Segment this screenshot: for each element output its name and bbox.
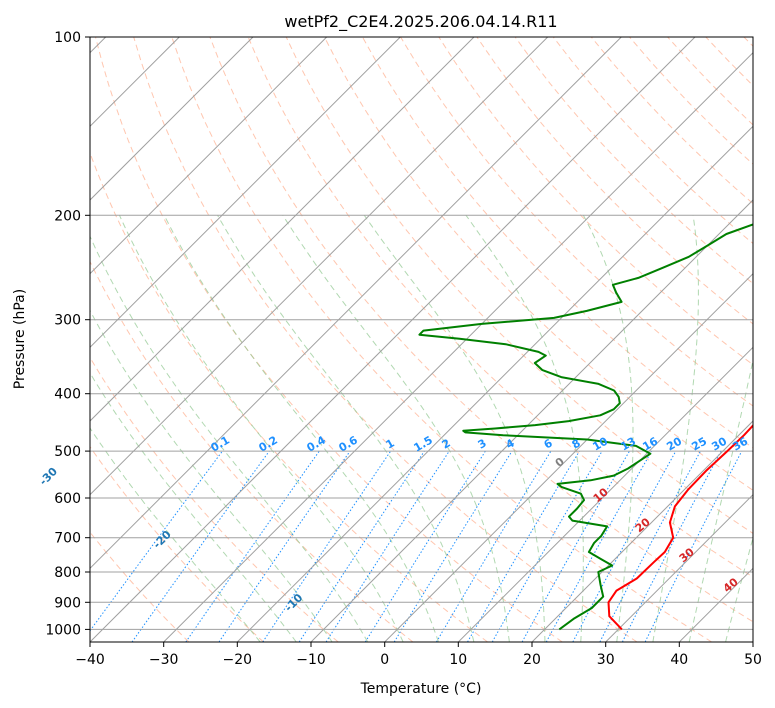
dry-adiabat-line (90, 260, 414, 642)
y-tick-label: 600 (54, 491, 81, 507)
mixing-ratio-line (545, 450, 653, 642)
y-tick-label: 800 (54, 565, 81, 581)
isotherm-line (90, 37, 254, 201)
mixing-ratio-line (262, 450, 392, 642)
x-tick-label: 10 (449, 652, 467, 668)
isotherm-line (90, 37, 622, 570)
mixing-ratio-line (325, 450, 450, 642)
moist-adiabat-line (363, 215, 546, 642)
isotherm-line (605, 493, 753, 642)
plot-frame (89, 36, 754, 643)
mixing-ratio-line (218, 450, 351, 642)
isotherm-line (90, 37, 475, 422)
moist-adiabat-line (163, 215, 439, 642)
y-tick-label: 900 (54, 595, 81, 611)
x-tick-label: 20 (523, 652, 541, 668)
mixing-ratio-line (521, 450, 630, 642)
chart-title: wetPf2_C2E4.2025.206.04.14.R11 (284, 12, 557, 32)
moist-adiabat-line (119, 215, 404, 642)
dry-adiabat-line (323, 37, 753, 491)
moist-adiabat-line (90, 427, 261, 642)
moist-adiabat-line (90, 371, 297, 642)
mixing-ratio-line (90, 450, 223, 632)
isotherm-line (90, 37, 549, 496)
x-tick-label: −20 (223, 652, 253, 668)
dry-adiabat-line (133, 37, 638, 642)
moist-adiabat-line (217, 215, 475, 642)
isotherm-line (310, 199, 753, 642)
y-tick-label: 200 (54, 208, 81, 224)
mixing-ratio-line (435, 450, 552, 642)
dry-adiabat-line (95, 37, 563, 642)
isotherm-line (457, 346, 753, 642)
moist-adiabat-line (465, 215, 584, 642)
dry-adiabat-line (247, 37, 753, 578)
x-tick-label: 30 (597, 652, 615, 668)
mixing-ratio-line (621, 450, 722, 642)
mixing-ratio-line (644, 450, 743, 642)
moist-adiabat-line (90, 235, 369, 642)
y-axis-label: Pressure (hPa) (12, 289, 28, 389)
mixing-ratio-line (185, 450, 320, 642)
moist-adiabat-line (282, 215, 510, 642)
moist-adiabat-line (90, 309, 333, 642)
dewpoint-profile-line (418, 223, 753, 631)
isotherm-line (236, 125, 753, 642)
axes: −40 −30 −20 −10 0 10 20 30 40 50 100 200 300 400 500 60… (45, 30, 762, 668)
isotherm-line (90, 37, 401, 349)
temperature-profile-line (607, 424, 753, 631)
mixing-ratio-line (599, 450, 701, 642)
plot-background-lines (90, 37, 753, 642)
mixing-ratio-line (364, 450, 486, 642)
x-tick-label: 0 (380, 652, 389, 668)
moist-adiabat-line (582, 215, 634, 642)
dry-adiabat-line (171, 37, 712, 642)
y-tick-label: 300 (54, 313, 81, 329)
y-tick-label: 400 (54, 387, 81, 403)
y-tick-label: 500 (54, 444, 81, 460)
isotherm-line (90, 37, 328, 275)
x-tick-label: −10 (296, 652, 326, 668)
dry-adiabat-line (514, 37, 753, 285)
y-tick-label: 1000 (45, 622, 81, 638)
x-tick-label: 50 (744, 652, 762, 668)
dry-adiabat-line (285, 37, 753, 535)
mixing-ratio-line (393, 450, 513, 642)
isotherm-line (531, 420, 753, 642)
data-series (418, 223, 753, 631)
mixing-ratio-line (572, 450, 677, 642)
y-tick-label: 100 (54, 30, 81, 46)
dry-adiabat-line (476, 37, 753, 325)
moist-adiabat-line (652, 215, 699, 642)
isotherm-line (384, 272, 753, 642)
x-axis-label: Temperature (°C) (360, 681, 482, 697)
dry-adiabat-line (90, 445, 264, 642)
mixing-ratio-line (298, 450, 425, 642)
x-tick-label: 40 (670, 652, 688, 668)
y-tick-label: 700 (54, 531, 81, 547)
x-tick-label: −40 (75, 652, 105, 668)
x-tick-label: −30 (149, 652, 179, 668)
mixing-ratio-line (131, 450, 270, 642)
dry-adiabat-line (209, 37, 753, 623)
isotherm-line (90, 37, 696, 642)
